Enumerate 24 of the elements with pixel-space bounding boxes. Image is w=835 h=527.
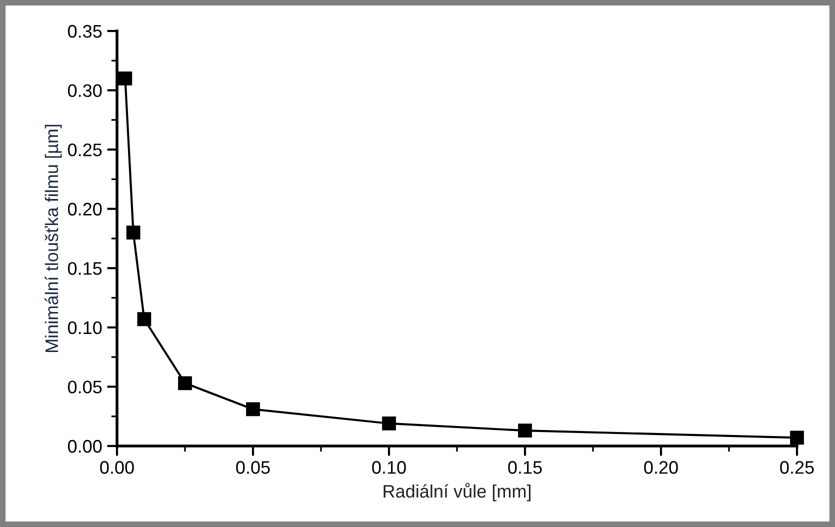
x-tick-label: 0.20 — [644, 461, 678, 474]
point — [790, 430, 804, 445]
x-tick-label: 0.15 — [508, 461, 542, 474]
y-tick-label: 0.25 — [68, 144, 102, 156]
y-tick-label: 0.05 — [68, 380, 102, 394]
y-tick-label: 0.00 — [68, 440, 102, 453]
point — [137, 312, 152, 326]
y-tick-label: 0.15 — [68, 262, 102, 275]
y-tick-label: 0.10 — [68, 321, 102, 334]
x-axis-title: Radiální vůle [mm] — [384, 482, 530, 502]
point — [246, 402, 260, 416]
point — [518, 424, 532, 438]
y-axis-title: Minimální tloušťka filmu [µm] — [44, 124, 62, 352]
x-tick-label: 0.10 — [372, 461, 406, 474]
y-tick-label: 0.30 — [68, 84, 102, 98]
x-tick-label: 0.05 — [236, 461, 270, 474]
point — [118, 71, 132, 86]
point — [382, 416, 396, 430]
y-tick-label: 0.20 — [68, 202, 102, 216]
y-tick-label: 0.35 — [68, 24, 102, 38]
x-tick-label: 0.00 — [100, 461, 134, 474]
point — [178, 376, 192, 390]
point — [126, 226, 140, 240]
x-tick-label: 0.25 — [780, 461, 814, 474]
